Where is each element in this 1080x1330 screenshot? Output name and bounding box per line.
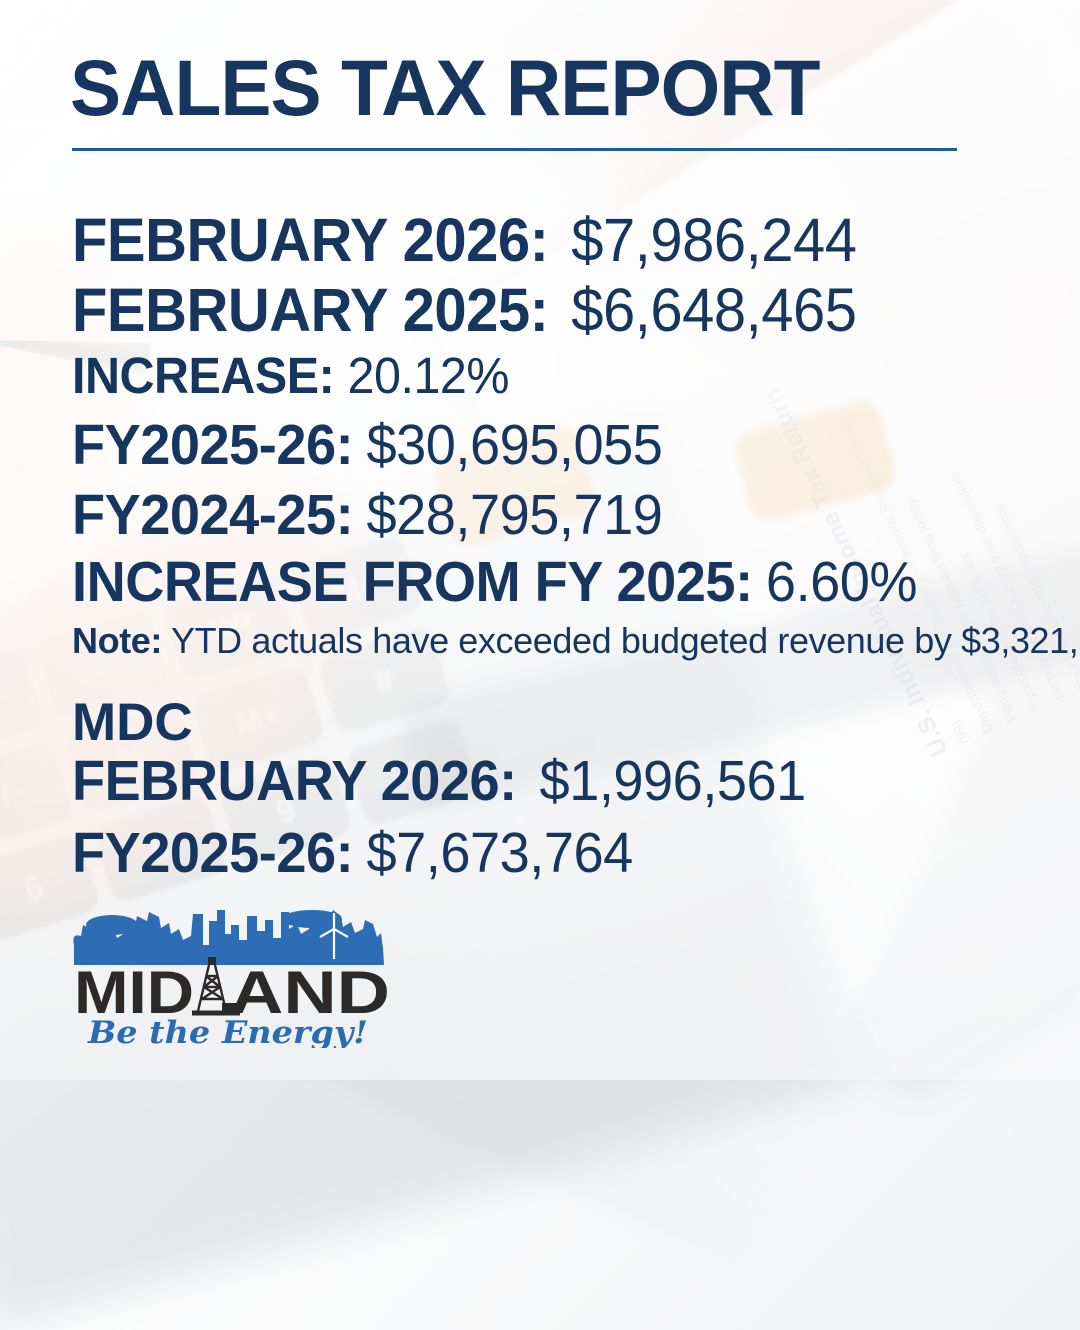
white-overlay [0,0,1080,1080]
report-row-fy2025-26: FY2025-26: $30,695,055 [72,412,663,478]
sales-tax-report: SALES TAX REPORT FEBRUARY 2026: $7,986,24… [70,43,1080,1053]
report-row-label: FY2025-26: [72,413,354,477]
report-row-label: FY2024-25: [72,483,354,547]
wordmark-right: AND [230,959,390,1026]
midland-logo-graphic: MID AND Be the Energy! [73,910,390,1051]
report-row-label: INCREASE: [72,347,335,404]
report-row-fy2024-25: FY2024-25: $28,795,719 [72,482,663,548]
skyline-icon [73,910,385,965]
report-row-label: FEBRUARY 2026: [72,206,549,274]
page-title: SALES TAX REPORT [70,43,820,132]
mdc-row-label: FY2025-26: [72,821,354,885]
midland-logo: MID AND Be the Energy! [72,903,392,1053]
report-row-value: $7,986,244 [571,206,857,274]
title-divider [72,148,957,151]
report-row-value: $6,648,465 [571,276,857,344]
report-row-value: 6.60% [765,550,918,614]
report-row-label: FEBRUARY 2025: [72,276,549,344]
mdc-row-value: $7,673,764 [366,821,634,885]
wind-turbine-icon [319,913,349,959]
mdc-row-fy2025-26: FY2025-26: $7,673,764 [72,820,633,886]
wordmark-left: MID [74,959,194,1026]
report-row-value: $28,795,719 [366,483,663,547]
mdc-heading: MDC [72,693,193,752]
mdc-row-value: $1,996,561 [539,749,807,813]
note-text: YTD actuals have exceeded budgeted reven… [170,620,1080,661]
oil-derrick-icon [192,957,240,1016]
midland-wordmark: MID AND [74,957,390,1026]
mdc-row-feb-2026: FEBRUARY 2026: $1,996,561 [72,748,806,814]
report-row-value: 20.12% [347,347,510,404]
note-label: Note: [72,620,162,661]
report-row-increase: INCREASE: 20.12% [72,346,509,405]
report-row-label: INCREASE FROM FY 2025: [72,550,753,614]
mdc-row-label: FEBRUARY 2026: [72,749,517,813]
report-row-value: $30,695,055 [366,413,663,477]
report-row-increase-from-fy2025: INCREASE FROM FY 2025: 6.60% [72,549,918,615]
report-row-feb-2026: FEBRUARY 2026: $7,986,244 [72,205,857,275]
note: Note: YTD actuals have exceeded budgeted… [72,620,1080,662]
logo-tagline: Be the Energy! [87,1015,368,1048]
report-row-feb-2025: FEBRUARY 2025: $6,648,465 [72,275,857,345]
